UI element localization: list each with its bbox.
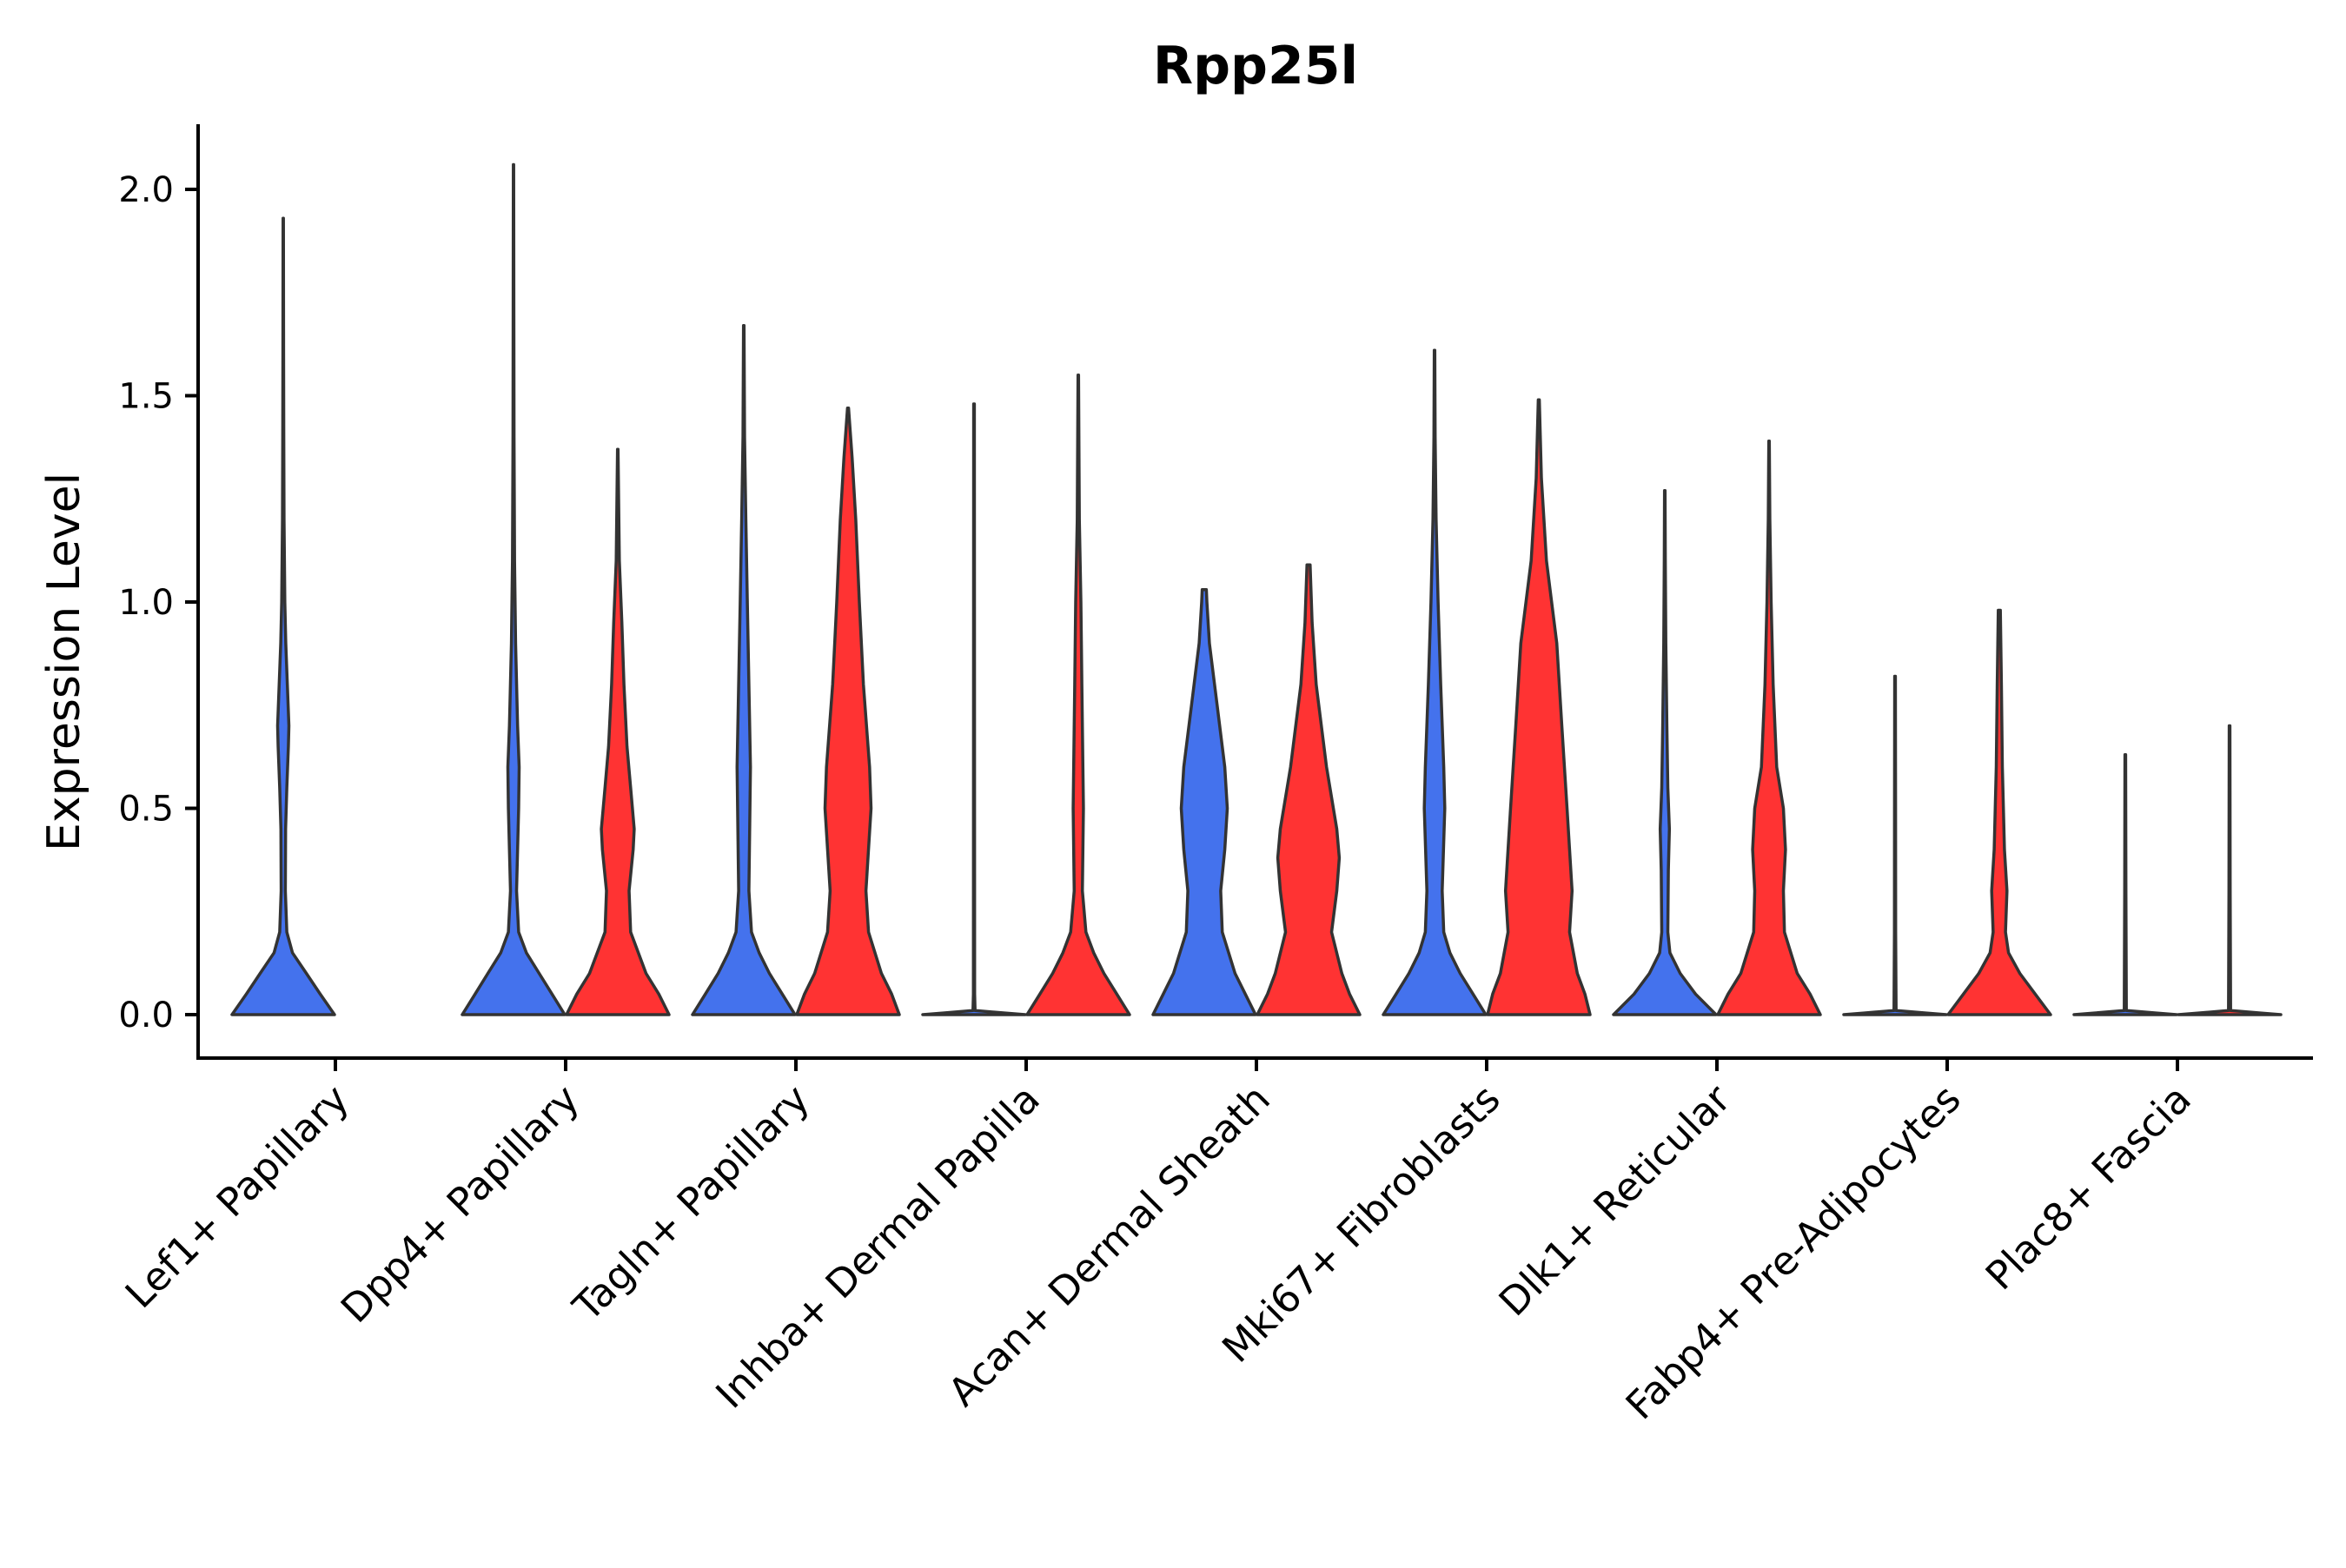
x-tick-label: Lef1+ Papillary <box>116 1075 358 1317</box>
violin-blue-8 <box>1842 674 1948 1016</box>
violin-red-4 <box>1025 374 1131 1016</box>
x-tick-label: Dpp4+ Papillary <box>332 1075 588 1332</box>
y-axis-label: Expression Level <box>38 473 90 851</box>
violin-red-3 <box>795 407 901 1016</box>
violin-blue-7 <box>1612 489 1718 1016</box>
y-axis-ticks: 0.0 0.5 1.0 1.5 2.0 <box>118 170 198 1035</box>
violin-red-7 <box>1716 440 1822 1016</box>
x-tick-label: Dlk1+ Reticular <box>1490 1075 1740 1325</box>
y-tick-label: 0.0 <box>118 996 174 1035</box>
y-tick-label: 2.0 <box>118 170 174 210</box>
chart-title: Rpp25l <box>1153 36 1358 96</box>
violin-blue-5 <box>1151 588 1257 1016</box>
violin-blue-1 <box>230 216 336 1016</box>
violin-red-6 <box>1486 398 1592 1016</box>
y-tick-label: 0.5 <box>118 790 174 830</box>
violin-red-8 <box>1946 608 2052 1016</box>
violin-red-2 <box>565 447 671 1016</box>
y-tick-label: 1.0 <box>118 583 174 623</box>
violin-red-9 <box>2177 724 2283 1016</box>
violin-blue-3 <box>691 324 797 1016</box>
y-tick-label: 1.5 <box>118 377 174 417</box>
violin-blue-2 <box>461 162 567 1016</box>
violin-plot-area <box>230 162 2283 1016</box>
violin-blue-4 <box>921 402 1027 1016</box>
violin-red-5 <box>1256 563 1362 1016</box>
x-tick-label: Plac8+ Fascia <box>1977 1075 2200 1299</box>
x-tick-label: Tagln+ Papillary <box>564 1075 818 1330</box>
violin-blue-6 <box>1382 348 1488 1016</box>
violin-blue-9 <box>2072 753 2178 1016</box>
